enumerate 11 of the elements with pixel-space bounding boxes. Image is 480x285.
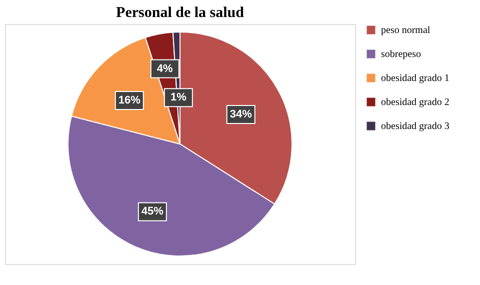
data-label: 45% (141, 206, 164, 218)
legend-label: obesidad grado 3 (381, 121, 450, 132)
legend-label: peso normal (381, 25, 430, 36)
data-label: 1% (170, 92, 187, 104)
data-label: 34% (230, 108, 252, 121)
legend-label: obesidad grado 1 (381, 73, 450, 84)
chart-title: Personal de la salud (116, 5, 245, 21)
data-label: 4% (156, 62, 174, 75)
data-label: 16% (118, 94, 141, 106)
legend-label: sobrepeso (381, 49, 421, 60)
legend-label: obesidad grado 2 (381, 97, 450, 108)
